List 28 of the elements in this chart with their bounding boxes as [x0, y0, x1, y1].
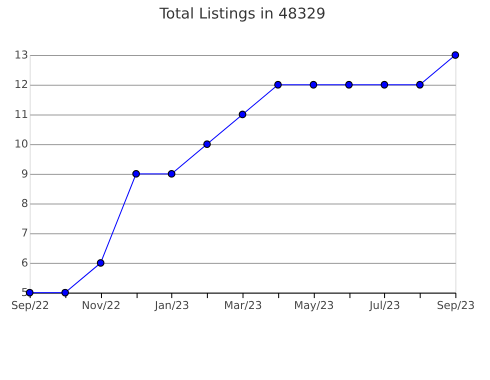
point: [310, 80, 318, 89]
x-tick-label: Jan/23: [154, 298, 190, 312]
y-tick-label: 9: [21, 167, 28, 180]
y-tick-label: 7: [21, 226, 28, 240]
point: [452, 51, 460, 59]
point: [132, 170, 140, 178]
x-tick-label: Mar/23: [224, 298, 262, 312]
x-tick-label: Jul/23: [368, 298, 400, 312]
y-tick-label: 13: [14, 48, 28, 62]
point: [203, 140, 211, 148]
point: [96, 259, 104, 267]
x-tick-label: Sep/22: [11, 298, 50, 312]
point: [274, 80, 282, 89]
y-tick-label: 12: [14, 78, 28, 92]
chart-title: Total Listings in 48329: [158, 5, 326, 22]
x-tick-label: Sep/23: [436, 298, 475, 312]
point: [416, 80, 424, 89]
y-tick-label: 8: [21, 197, 28, 210]
point: [168, 170, 176, 178]
y-tick-label: 6: [21, 256, 28, 270]
y-tick-label: 11: [14, 108, 28, 121]
point: [345, 80, 353, 89]
point: [380, 80, 388, 89]
point: [238, 110, 246, 118]
point: [61, 288, 69, 296]
x-tick-label: Nov/22: [82, 298, 120, 312]
y-tick-label: 10: [14, 138, 28, 151]
x-tick-label: May/23: [294, 298, 334, 312]
